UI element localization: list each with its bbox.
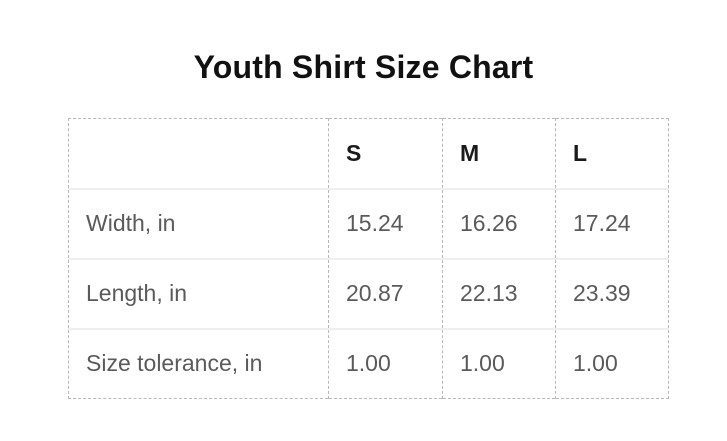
cell-length-m: 22.13	[442, 257, 556, 329]
page-title: Youth Shirt Size Chart	[193, 49, 534, 85]
size-chart-table-container: S M L Width, in 15.24 16.26 17.24 Length…	[68, 118, 727, 399]
table-header-row: S M L	[69, 118, 669, 189]
column-header-blank	[69, 119, 329, 189]
row-label-length: Length, in	[68, 257, 329, 329]
cell-tolerance-m: 1.00	[442, 327, 556, 399]
table-row-length: Length, in 20.87 22.13 23.39	[68, 257, 669, 329]
table-row-width: Width, in 15.24 16.26 17.24	[68, 187, 669, 259]
cell-tolerance-l: 1.00	[555, 327, 669, 399]
table-row-size-tolerance: Size tolerance, in 1.00 1.00 1.00	[68, 327, 669, 399]
column-header-size-s: S	[328, 118, 443, 189]
column-header-size-m: M	[442, 118, 556, 189]
size-chart-page: Youth Shirt Size Chart S M L Width, in 1…	[0, 49, 727, 399]
column-header-size-l: L	[555, 118, 669, 189]
cell-length-l: 23.39	[555, 257, 669, 329]
cell-width-m: 16.26	[442, 187, 556, 259]
size-chart-table: S M L Width, in 15.24 16.26 17.24 Length…	[68, 118, 669, 399]
cell-length-s: 20.87	[328, 257, 443, 329]
cell-tolerance-s: 1.00	[328, 327, 443, 399]
row-label-width: Width, in	[68, 187, 329, 259]
cell-width-s: 15.24	[328, 187, 443, 259]
row-label-size-tolerance: Size tolerance, in	[68, 327, 329, 399]
cell-width-l: 17.24	[555, 187, 669, 259]
